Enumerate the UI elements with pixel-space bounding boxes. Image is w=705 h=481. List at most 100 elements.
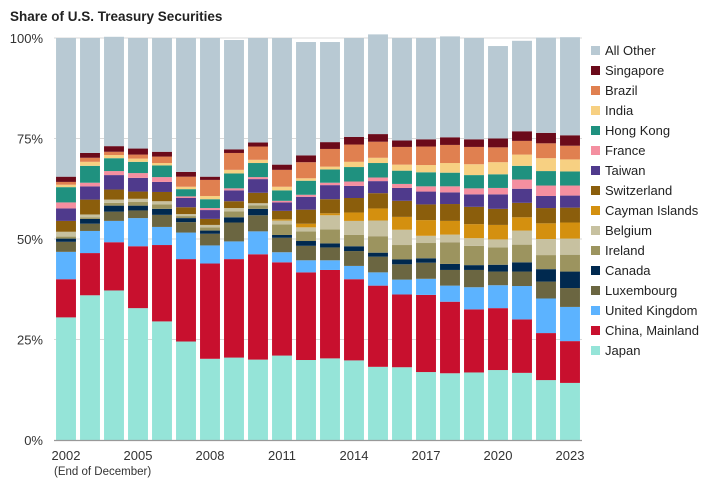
bar-segment-all-other-2005 — [128, 38, 148, 149]
bar-segment-brazil-2009 — [224, 152, 244, 170]
legend-swatch — [591, 85, 600, 95]
bar-segment-luxembourg-2004 — [104, 211, 124, 221]
bar-segment-brazil-2011 — [272, 169, 292, 187]
bar-segment-singapore-2020 — [488, 138, 508, 148]
bar-segment-brazil-2015 — [368, 141, 388, 158]
bar-segment-all-other-2010 — [248, 38, 268, 143]
bar-segment-canada-2015 — [368, 252, 388, 257]
bar-segment-china-mainland-2012 — [296, 272, 316, 361]
bar-segment-hong-kong-2022 — [536, 171, 556, 186]
bar-segment-france-2011 — [272, 200, 292, 203]
bar-segment-india-2013 — [320, 166, 340, 170]
bar-segment-taiwan-2007 — [176, 198, 196, 208]
bar-segment-belgium-2012 — [296, 227, 316, 232]
bar-segment-united-kingdom-2023 — [560, 306, 580, 342]
bar-segment-china-mainland-2006 — [152, 245, 172, 322]
bar-segment-india-2023 — [560, 159, 580, 172]
legend-item-united-kingdom: United Kingdom — [591, 300, 699, 320]
x-tick-label: 2020 — [484, 448, 513, 463]
bar-segment-ireland-2008 — [200, 227, 220, 231]
bar-segment-brazil-2014 — [344, 144, 364, 162]
bar-segment-taiwan-2009 — [224, 190, 244, 202]
bar-segment-belgium-2017 — [416, 235, 436, 244]
legend-item-china-mainland: China, Mainland — [591, 320, 699, 340]
bar-segment-france-2012 — [296, 194, 316, 197]
bar-segment-japan-2005 — [128, 308, 148, 440]
bar-segment-canada-2019 — [464, 265, 484, 270]
legend-item-singapore: Singapore — [591, 60, 699, 80]
bar-segment-hong-kong-2018 — [440, 172, 460, 187]
bar-segment-china-mainland-2004 — [104, 242, 124, 291]
bar-segment-brazil-2013 — [320, 148, 340, 167]
bar-segment-united-kingdom-2012 — [296, 260, 316, 273]
bar-segment-hong-kong-2010 — [248, 163, 268, 178]
bar-segment-luxembourg-2005 — [128, 210, 148, 219]
bar-segment-india-2015 — [368, 157, 388, 164]
bar-segment-hong-kong-2011 — [272, 190, 292, 201]
bar-segment-canada-2007 — [176, 218, 196, 223]
bar-segment-china-mainland-2023 — [560, 341, 580, 383]
bar-segment-singapore-2003 — [80, 152, 100, 158]
legend-swatch — [591, 45, 600, 55]
bar-segment-ireland-2013 — [320, 229, 340, 244]
bar-segment-india-2010 — [248, 159, 268, 164]
bar-segment-all-other-2018 — [440, 36, 460, 138]
bar-segment-luxembourg-2015 — [368, 256, 388, 273]
bar-segment-singapore-2011 — [272, 164, 292, 170]
bar-segment-united-kingdom-2021 — [512, 286, 532, 320]
bar-segment-india-2005 — [128, 158, 148, 162]
bar-segment-switzerland-2022 — [536, 208, 556, 224]
bar-segment-india-2017 — [416, 165, 436, 173]
legend-label: Hong Kong — [605, 122, 671, 138]
bar-segment-brazil-2021 — [512, 140, 532, 155]
bar-segment-ireland-2006 — [152, 204, 172, 209]
bar-segment-all-other-2012 — [296, 42, 316, 156]
bar-segment-canada-2006 — [152, 208, 172, 215]
bar-segment-luxembourg-2007 — [176, 222, 196, 233]
bar-segment-singapore-2017 — [416, 139, 436, 147]
bar-segment-ireland-2009 — [224, 211, 244, 218]
bar-stack-2006 — [152, 38, 172, 440]
bar-segment-france-2007 — [176, 196, 196, 198]
legend-label: United Kingdom — [605, 302, 698, 318]
bar-segment-switzerland-2010 — [248, 192, 268, 204]
bar-segment-china-mainland-2009 — [224, 259, 244, 358]
bar-segment-france-2020 — [488, 187, 508, 195]
bar-segment-united-kingdom-2006 — [152, 226, 172, 246]
bar-segment-india-2002 — [56, 184, 76, 188]
bar-stack-2021 — [512, 40, 532, 440]
legend-label: Japan — [605, 342, 641, 358]
bar-stack-2010 — [248, 38, 268, 440]
bar-segment-belgium-2006 — [152, 201, 172, 205]
bar-segment-japan-2009 — [224, 357, 244, 440]
bar-segment-taiwan-2018 — [440, 192, 460, 205]
bar-segment-switzerland-2016 — [392, 200, 412, 217]
legend-swatch — [591, 265, 600, 275]
bar-segment-united-kingdom-2002 — [56, 251, 76, 280]
bar-segment-switzerland-2015 — [368, 193, 388, 209]
bar-segment-canada-2011 — [272, 234, 292, 238]
bar-segment-switzerland-2018 — [440, 204, 460, 221]
bar-segment-japan-2008 — [200, 358, 220, 440]
bar-stack-2004 — [104, 36, 124, 440]
bar-segment-france-2016 — [392, 183, 412, 188]
bar-segment-all-other-2020 — [488, 46, 508, 139]
x-tick-label: 2011 — [268, 448, 296, 463]
bar-segment-singapore-2023 — [560, 135, 580, 146]
bar-segment-taiwan-2020 — [488, 194, 508, 209]
bar-segment-india-2006 — [152, 163, 172, 166]
bar-segment-canada-2020 — [488, 264, 508, 272]
bar-segment-all-other-2023 — [560, 37, 580, 136]
bar-segment-all-other-2016 — [392, 38, 412, 141]
bar-segment-france-2023 — [560, 185, 580, 196]
bar-segment-hong-kong-2009 — [224, 173, 244, 189]
bar-segment-belgium-2016 — [392, 229, 412, 246]
bar-segment-india-2011 — [272, 186, 292, 191]
bar-segment-hong-kong-2006 — [152, 165, 172, 178]
bar-stack-2020 — [488, 46, 508, 440]
bar-segment-india-2020 — [488, 162, 508, 175]
bar-segment-hong-kong-2014 — [344, 167, 364, 182]
bar-segment-luxembourg-2008 — [200, 233, 220, 246]
bar-segment-switzerland-2007 — [176, 207, 196, 215]
bar-segment-belgium-2008 — [200, 224, 220, 228]
